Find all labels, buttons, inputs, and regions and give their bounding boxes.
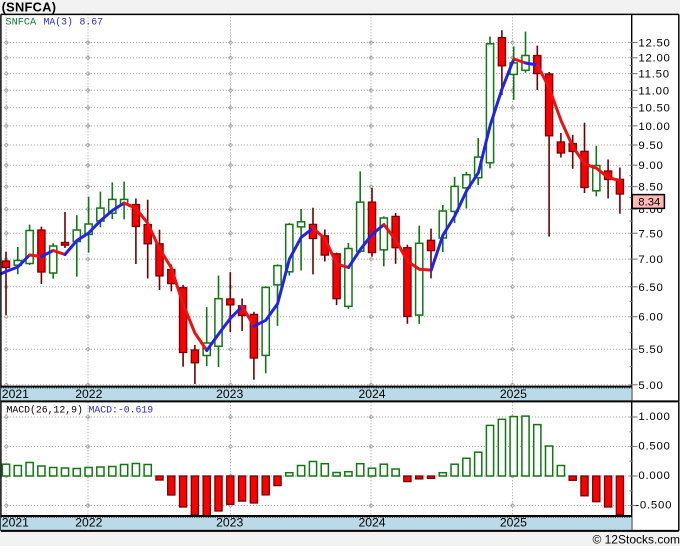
svg-text:MACD(26,12,9): MACD(26,12,9) [7,404,83,415]
svg-text:9.50: 9.50 [638,140,663,152]
svg-text:2025: 2025 [500,516,527,530]
svg-text:0.000: 0.000 [638,470,670,482]
svg-text:1.000: 1.000 [638,411,670,423]
svg-text:6.50: 6.50 [638,282,663,294]
svg-text:(SNFCA): (SNFCA) [2,0,57,15]
svg-text:11.50: 11.50 [638,69,669,81]
svg-text:11.00: 11.00 [638,85,669,97]
svg-text:5.50: 5.50 [638,344,663,356]
svg-text:10.00: 10.00 [638,121,670,133]
svg-text:© 12Stocks.com: © 12Stocks.com [592,532,680,546]
svg-text:2024: 2024 [358,387,385,401]
svg-text:8.67: 8.67 [80,17,104,28]
svg-text:5.00: 5.00 [638,380,663,392]
svg-text:12.00: 12.00 [638,53,670,65]
svg-text:MA(3): MA(3) [44,17,73,28]
svg-text:2022: 2022 [75,387,102,401]
svg-text:2023: 2023 [216,516,243,530]
svg-text:0.500: 0.500 [638,441,670,453]
svg-text:10.50: 10.50 [638,103,670,115]
svg-text:MACD:-0.619: MACD:-0.619 [89,404,154,415]
svg-text:-0.500: -0.500 [635,500,672,512]
svg-text:7.50: 7.50 [638,228,663,240]
svg-text:7.00: 7.00 [638,254,663,266]
svg-text:9.00: 9.00 [638,160,663,172]
svg-text:8.50: 8.50 [638,182,663,194]
svg-text:6.00: 6.00 [638,312,663,324]
svg-text:2025: 2025 [500,387,527,401]
svg-text:2023: 2023 [216,387,243,401]
svg-text:2021: 2021 [2,387,29,401]
svg-text:2021: 2021 [2,516,29,530]
svg-text:SNFCA: SNFCA [6,18,37,29]
svg-text:2024: 2024 [358,516,385,530]
svg-text:12.50: 12.50 [638,38,670,50]
svg-text:2022: 2022 [75,516,102,530]
svg-text:8.34: 8.34 [638,197,660,209]
